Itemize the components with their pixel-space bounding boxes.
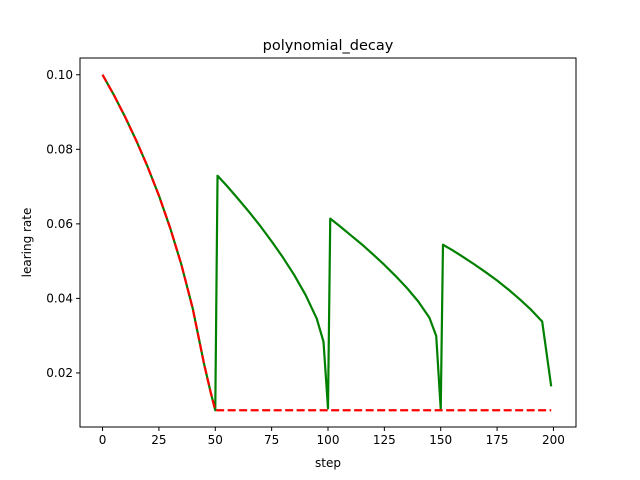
series-layer — [101, 74, 553, 412]
x-tick-label: 100 — [317, 433, 340, 447]
y-tick-label: 0.08 — [46, 142, 73, 156]
x-tick-label: 25 — [151, 433, 166, 447]
x-tick-label: 125 — [373, 433, 396, 447]
y-axis-ticks: 0.02 0.04 0.06 0.08 0.10 — [46, 68, 80, 380]
x-tick-label: 150 — [429, 433, 452, 447]
series-line-2 — [101, 74, 552, 412]
x-tick-label: 200 — [542, 433, 565, 447]
x-tick-label: 75 — [264, 433, 279, 447]
x-tick-label: 50 — [208, 433, 223, 447]
x-tick-label: 0 — [99, 433, 107, 447]
y-tick-label: 0.06 — [46, 217, 73, 231]
x-tick-label: 175 — [486, 433, 509, 447]
x-axis-label: step — [315, 456, 341, 470]
y-axis-label: learing rate — [20, 208, 34, 278]
y-tick-label: 0.04 — [46, 291, 73, 305]
y-tick-label: 0.02 — [46, 366, 73, 380]
x-axis-ticks: 0 25 50 75 100 125 150 175 200 — [99, 427, 565, 447]
y-tick-label: 0.10 — [46, 68, 73, 82]
chart-title: polynomial_decay — [263, 38, 394, 54]
